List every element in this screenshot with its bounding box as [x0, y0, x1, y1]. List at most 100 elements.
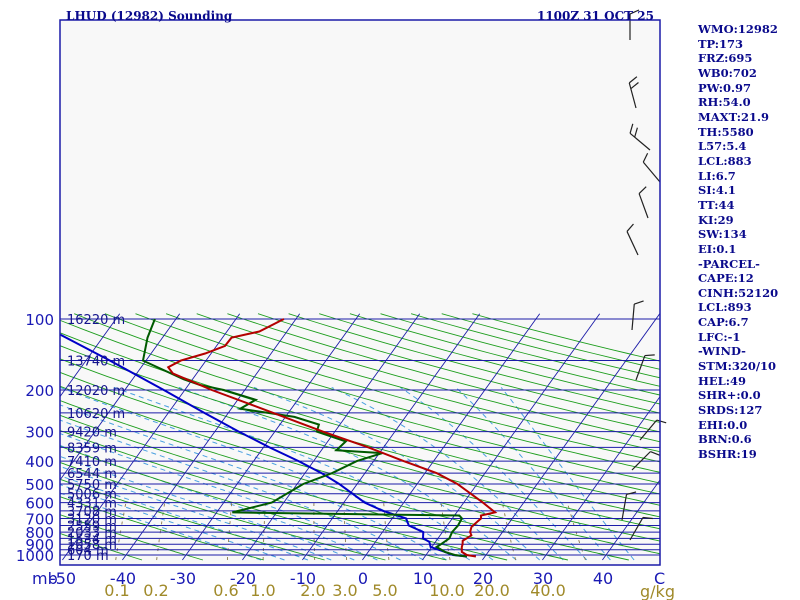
mixing-ratio-label: 2.0: [300, 581, 325, 600]
dry-adiabat-line: [74, 313, 660, 484]
stat-item: SI:4.1: [698, 183, 736, 198]
dry-adiabat-line: [60, 445, 447, 561]
dry-adiabat-line: [60, 514, 204, 561]
dry-adiabat-line: [227, 313, 660, 433]
mixing-ratio-label: 3.0: [332, 581, 357, 600]
stat-item: WB0:702: [698, 65, 757, 80]
stat-item: MAXT:21.9: [698, 109, 769, 124]
isotherm-line: [60, 313, 121, 398]
stat-item: L57:5.4: [698, 139, 747, 154]
temperature-trace: [166, 318, 498, 558]
dry-adiabat-line: [257, 313, 660, 423]
moist-adiabats: [60, 386, 635, 561]
wind-barb: [621, 491, 637, 521]
moist-adiabat-line: [60, 444, 378, 561]
mixing-ratio-line: [313, 502, 316, 561]
height-label: 8359 m: [67, 441, 117, 456]
dry-adiabat-line: [60, 371, 660, 542]
mixing-ratio-label: 40.0: [530, 581, 566, 600]
stability-index-panel: WMO:12982 TP:173 FRZ:695 WB0:702 PW:0.97 RH:5…: [698, 22, 798, 462]
dry-adiabat-line: [60, 496, 264, 561]
isotherm-line: [60, 313, 181, 481]
isotherm-line: [122, 313, 301, 561]
stat-item: WMO:12982: [698, 22, 778, 36]
stat-item: HEL:49: [698, 373, 746, 388]
temperature-tick-label: -30: [170, 569, 196, 588]
plot-frame: [59, 19, 661, 566]
height-label: 604 m: [67, 544, 109, 559]
pressure-tick-label: 400: [25, 453, 54, 471]
temperature-unit-label: C: [654, 569, 665, 588]
moist-adiabat-line: [60, 432, 401, 561]
isotherm-line: [302, 313, 481, 561]
stat-item: FRZ:695: [698, 51, 753, 66]
pressure-unit-label: mb: [32, 569, 58, 588]
stat-item: TP:173: [698, 36, 744, 51]
stat-item: CAPE:12: [698, 271, 754, 286]
wind-barb: [639, 419, 667, 441]
wind-barb: [635, 354, 655, 381]
parcel-trace: [60, 333, 468, 558]
stat-item: LCL:893: [698, 300, 752, 315]
height-label: 170 m: [67, 549, 109, 564]
temperature-tick-label: 40: [593, 569, 613, 588]
wind-barb: [642, 152, 661, 183]
moist-adiabat-line: [60, 404, 447, 561]
stat-item: SRDS:127: [698, 403, 763, 418]
pressure-tick-label: 100: [25, 311, 54, 329]
temperature-tick-label: 0: [358, 569, 368, 588]
mixing-ratio-label: 0.1: [104, 581, 129, 600]
mixing-ratio-label: 1.0: [250, 581, 275, 600]
stat-item: LFC:-1: [698, 329, 741, 344]
height-label: 10620 m: [67, 407, 125, 422]
stat-item: LCL:883: [698, 153, 752, 168]
height-label: 1534 m: [67, 532, 117, 547]
wind-barb: [629, 516, 653, 541]
temperature-tick-label: 20: [473, 569, 493, 588]
wind-barb: [628, 76, 639, 109]
pressure-tick-label: 600: [25, 495, 54, 513]
dry-adiabat-line: [60, 532, 143, 561]
moist-adiabat-line: [178, 386, 517, 561]
mixing-ratio-line: [156, 502, 166, 561]
moist-adiabat-line: [60, 455, 355, 561]
height-label: 13740 m: [67, 355, 125, 370]
temperature-tick-label: -10: [290, 569, 316, 588]
pressure-tick-label: 200: [25, 382, 54, 400]
stat-item: KI:29: [698, 212, 734, 227]
height-label: 5006 m: [67, 488, 117, 503]
wind-barb: [629, 123, 651, 151]
dry-adiabats: [60, 313, 660, 561]
height-label: 7410 m: [67, 455, 117, 470]
mixing-ratio-line: [501, 502, 517, 561]
plot-background: [60, 20, 660, 565]
moist-adiabat-line: [331, 386, 564, 561]
stat-item: PW:0.97: [698, 80, 752, 95]
mixing-ratio-unit-label: g/kg: [640, 582, 675, 600]
stat-item: EI:0.1: [698, 241, 737, 256]
stat-item: TH:5580: [698, 124, 754, 139]
height-label: 5750 m: [67, 478, 117, 493]
wind-barb: [631, 451, 660, 471]
temperature-tick-label: -50: [50, 569, 76, 588]
height-label: 3708 m: [67, 505, 117, 520]
height-label: 2559 m: [67, 520, 117, 535]
isobars: [60, 318, 660, 556]
stat-item: BRN:0.6: [698, 432, 752, 447]
temperature-tick-label: 10: [413, 569, 433, 588]
stat-item: -PARCEL-: [698, 256, 760, 271]
dry-adiabat-line: [60, 385, 660, 555]
stat-item: CAP:6.7: [698, 315, 749, 330]
pressure-tick-label: 1000: [16, 547, 54, 565]
dry-adiabat-line: [135, 313, 660, 463]
header-station: LHUD (12982) Sounding: [66, 9, 233, 23]
mixing-ratio-line: [262, 502, 266, 560]
isotherm-line: [542, 395, 660, 561]
stat-item: RH:54.0: [698, 95, 751, 110]
isotherm-line: [182, 313, 361, 561]
dry-adiabat-line: [60, 400, 629, 561]
isotherms: [60, 313, 660, 561]
profiles: [60, 318, 498, 558]
